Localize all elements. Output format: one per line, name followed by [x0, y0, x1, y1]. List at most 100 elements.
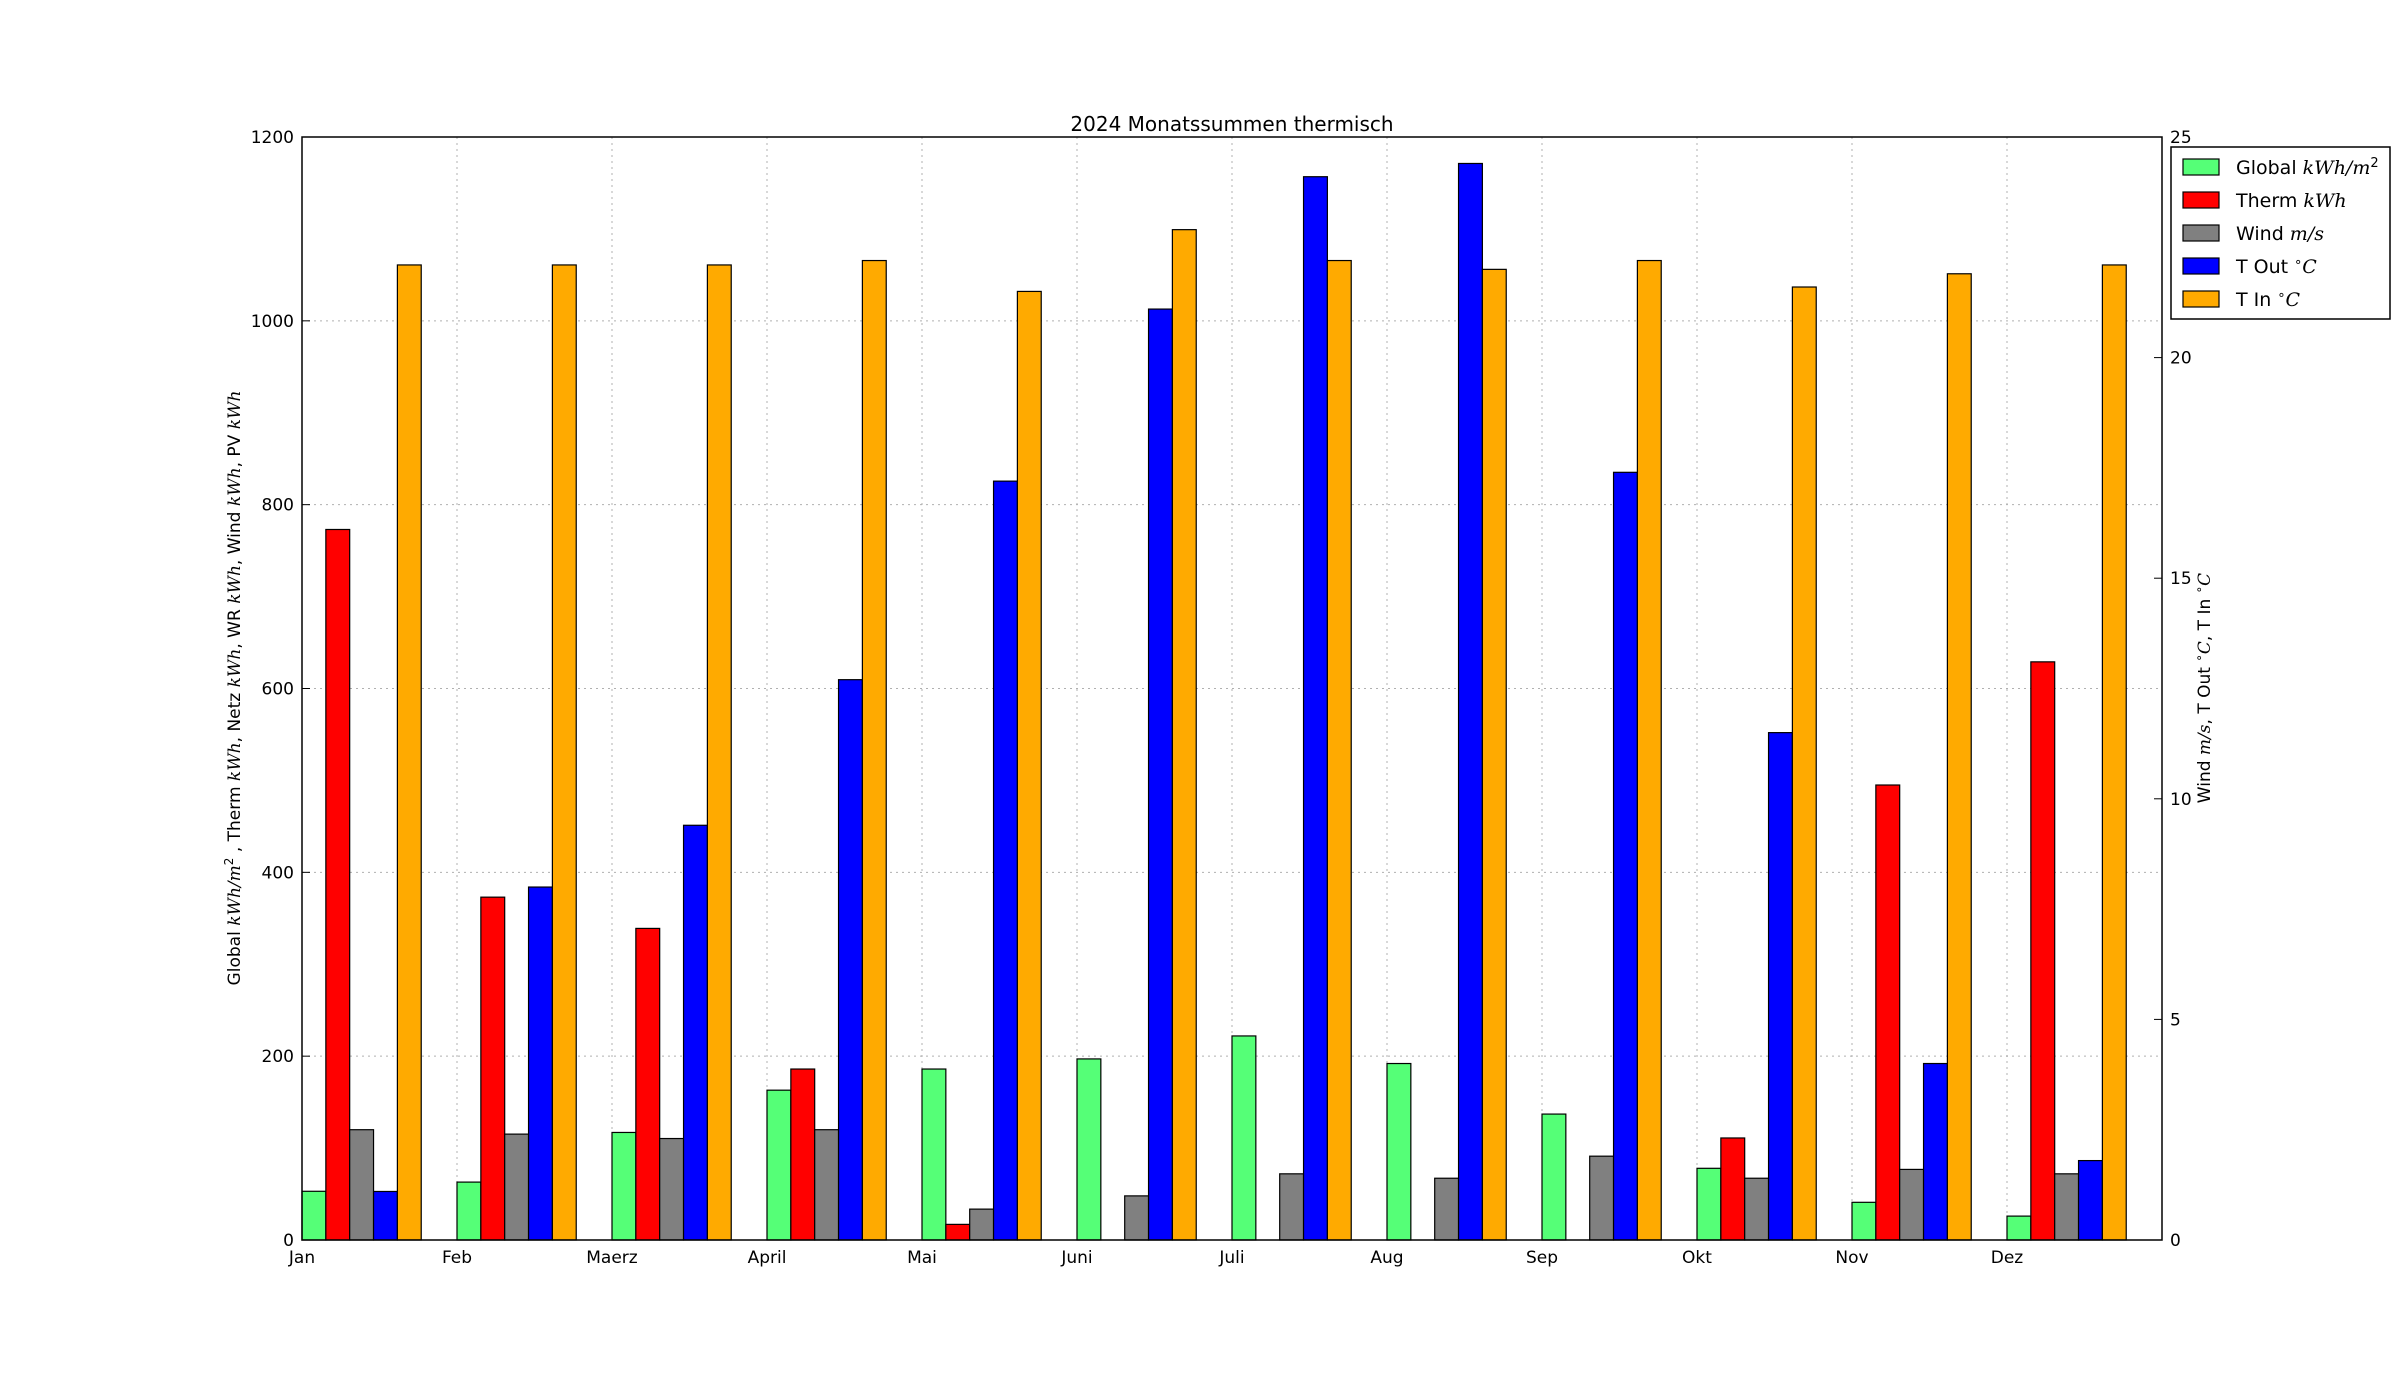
left-y-tick-label: 800	[262, 496, 294, 516]
bar-therm	[945, 1223, 971, 1241]
bar-global	[766, 1089, 792, 1241]
right-y-tick-label: 25	[2170, 128, 2192, 148]
legend-swatch-wind	[2182, 224, 2220, 242]
bar-global	[1851, 1201, 1877, 1241]
bar-wind	[504, 1133, 530, 1241]
x-tick-label: Dez	[1991, 1248, 2024, 1268]
bar-t-out	[1767, 732, 1793, 1241]
bar-wind	[1279, 1173, 1305, 1241]
left-y-tick-label: 1200	[251, 128, 294, 148]
x-tick-label: Aug	[1370, 1248, 1403, 1268]
bar-wind	[1124, 1195, 1150, 1241]
x-tick-label: Juli	[1218, 1248, 1244, 1268]
left-y-tick-label: 1000	[251, 312, 294, 332]
bar-t-out	[837, 679, 863, 1241]
left-y-tick-label: 200	[262, 1047, 294, 1067]
bar-t-in	[1946, 273, 1972, 1241]
left-y-tick-label: 400	[262, 863, 294, 883]
bar-t-in	[1481, 268, 1507, 1241]
bar-therm	[480, 896, 506, 1241]
legend-swatch-t-out	[2182, 257, 2220, 275]
bar-t-in	[1326, 259, 1352, 1241]
bar-therm	[2030, 661, 2056, 1241]
left-y-axis-label: Global kWh/m2 , Therm kWh, Netz kWh, WR …	[222, 391, 245, 986]
bar-t-in	[1791, 286, 1817, 1241]
legend-swatch-t-in	[2182, 290, 2220, 308]
bar-t-in	[1171, 229, 1197, 1241]
bar-t-out	[1922, 1062, 1948, 1241]
right-y-tick-labels: 0 5 10 15 20 25	[2154, 128, 2192, 1251]
x-tick-label: Mai	[907, 1248, 937, 1268]
bar-therm	[1875, 784, 1901, 1241]
bar-wind	[1899, 1168, 1925, 1241]
legend-label-therm: Therm kWh	[2235, 190, 2347, 212]
bar-global	[301, 1190, 327, 1241]
bar-therm	[790, 1068, 816, 1241]
bar-global	[1696, 1167, 1722, 1241]
bar-wind	[969, 1208, 995, 1241]
bar-global	[1541, 1113, 1567, 1241]
left-y-tick-label: 0	[283, 1231, 294, 1251]
bar-therm	[325, 528, 351, 1241]
x-tick-label: Feb	[442, 1248, 472, 1268]
bar-t-out	[682, 824, 708, 1241]
bar-global	[1386, 1062, 1412, 1241]
bar-t-in	[396, 264, 422, 1241]
legend-swatch-therm	[2182, 191, 2220, 209]
bar-global	[2006, 1215, 2032, 1241]
legend-label-global: Global kWh/m2	[2236, 156, 2379, 180]
bar-t-out	[372, 1190, 398, 1241]
bar-t-out	[1457, 162, 1483, 1241]
x-tick-label: April	[748, 1248, 787, 1268]
bar-t-in	[551, 264, 577, 1241]
chart-title: 2024 Monatssummen thermisch	[1070, 112, 1393, 136]
bar-t-out	[527, 886, 553, 1241]
x-tick-label: Jan	[288, 1248, 315, 1268]
bar-t-out	[2077, 1159, 2103, 1241]
legend-label-t-out: T Out ∘C	[2235, 255, 2317, 279]
bar-wind	[1434, 1177, 1460, 1241]
x-tick-label: Okt	[1682, 1248, 1712, 1268]
bar-wind	[2054, 1173, 2080, 1241]
right-y-tick-label: 10	[2170, 790, 2192, 810]
bar-therm	[1720, 1137, 1746, 1241]
bar-t-out	[1147, 308, 1173, 1241]
right-y-tick-label: 15	[2170, 569, 2192, 589]
legend-swatch-global	[2182, 158, 2220, 176]
bar-t-out	[1612, 471, 1638, 1241]
x-tick-label: Sep	[1526, 1248, 1558, 1268]
x-tick-label: Juni	[1060, 1248, 1092, 1268]
bar-t-in	[1016, 290, 1042, 1241]
bar-t-in	[2101, 264, 2127, 1241]
x-tick-label: Nov	[1835, 1248, 1868, 1268]
bar-global	[611, 1131, 637, 1241]
bar-therm	[635, 927, 661, 1241]
left-y-tick-labels: 0 200 400 600 800 1000 1200	[251, 128, 310, 1251]
bar-t-out	[992, 480, 1018, 1241]
bars	[301, 162, 2127, 1241]
legend: Global kWh/m2 Therm kWh Wind m/s T Out ∘C T …	[2170, 146, 2391, 320]
bar-global	[456, 1181, 482, 1241]
bar-t-in	[706, 264, 732, 1241]
right-y-tick-label: 0	[2170, 1231, 2181, 1251]
bar-wind	[1589, 1155, 1615, 1241]
bar-t-in	[861, 259, 887, 1241]
right-y-axis-label: Wind m/s, T Out ∘C, T In ∘C	[2192, 573, 2215, 803]
x-tick-labels: Jan Feb Maerz April Mai Juni Juli Aug Sep Okt Nov D…	[288, 1232, 2023, 1268]
bar-global	[1231, 1035, 1257, 1241]
legend-label-wind: Wind m/s	[2236, 223, 2324, 245]
bar-wind	[659, 1137, 685, 1241]
bar-wind	[1744, 1177, 1770, 1241]
bar-wind	[814, 1129, 840, 1241]
legend-label-t-in: T In ∘C	[2235, 288, 2300, 312]
right-y-tick-label: 5	[2170, 1010, 2181, 1030]
bar-t-in	[1636, 259, 1662, 1241]
x-tick-label: Maerz	[586, 1248, 638, 1268]
bar-t-out	[1302, 176, 1328, 1241]
right-y-tick-label: 20	[2170, 349, 2192, 369]
bar-global	[1076, 1058, 1102, 1241]
left-y-tick-label: 600	[262, 680, 294, 700]
bar-wind	[349, 1129, 375, 1241]
bar-global	[921, 1068, 947, 1241]
